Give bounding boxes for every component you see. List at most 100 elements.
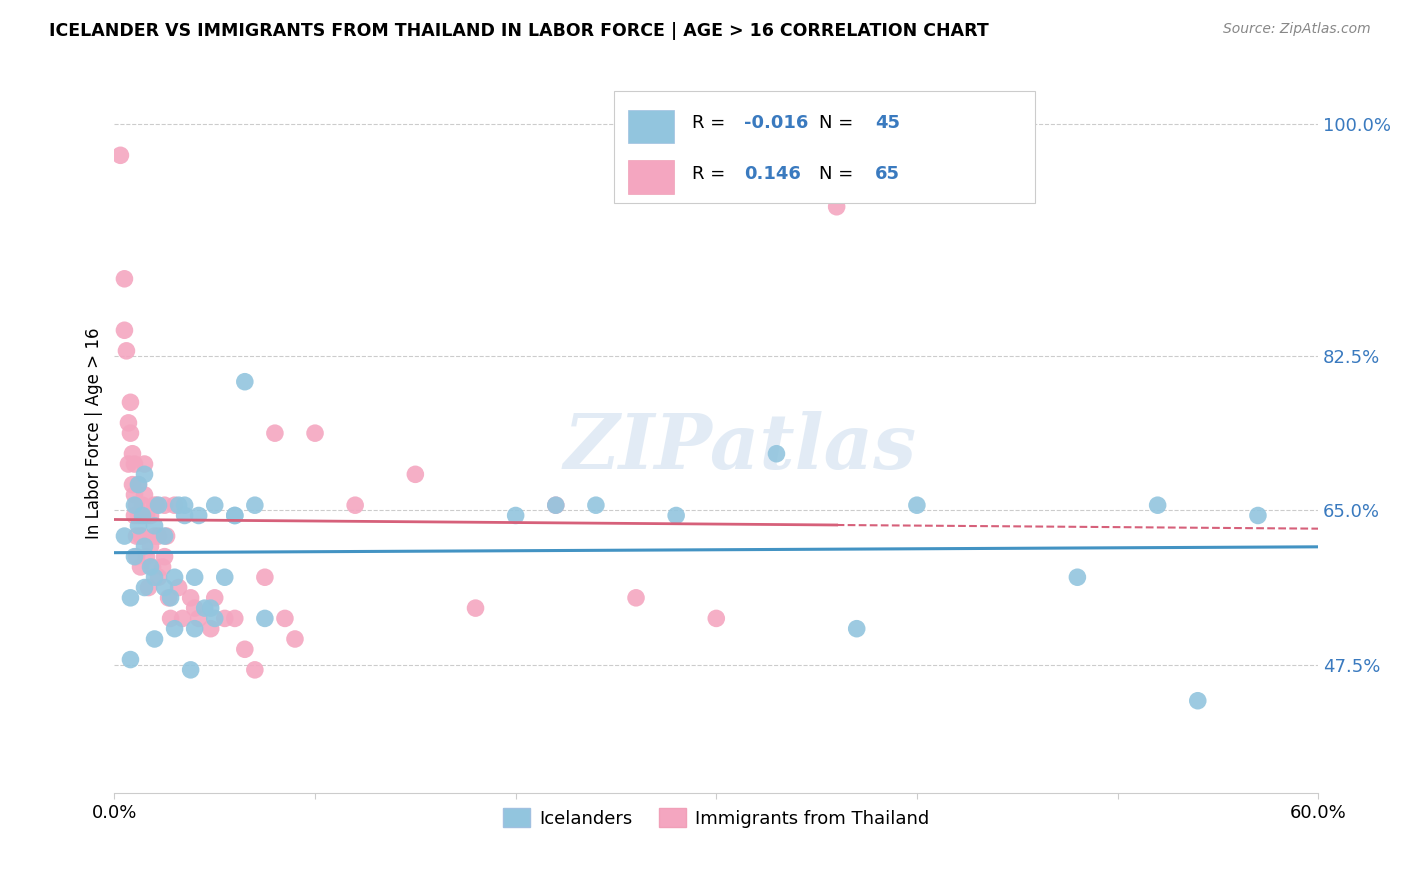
Point (163, 498, 186, 512)
Point (131, 529, 153, 543)
Point (204, 591, 226, 605)
FancyBboxPatch shape (614, 91, 1035, 202)
Point (117, 457, 139, 471)
Point (264, 426, 287, 441)
Text: Source: ZipAtlas.com: Source: ZipAtlas.com (1223, 22, 1371, 37)
Point (124, 508, 146, 523)
Point (167, 498, 190, 512)
Point (114, 272, 136, 286)
Point (124, 457, 146, 471)
Point (124, 488, 146, 502)
Point (131, 498, 153, 512)
Text: 65: 65 (875, 165, 900, 183)
Point (125, 549, 148, 564)
Point (200, 601, 222, 615)
Point (135, 549, 157, 564)
Text: N =: N = (818, 114, 859, 132)
Point (139, 560, 162, 574)
Point (187, 611, 209, 625)
Point (544, 498, 567, 512)
Point (131, 508, 153, 523)
Point (233, 642, 256, 657)
Point (127, 477, 149, 491)
Point (194, 601, 217, 615)
Point (544, 498, 567, 512)
Point (243, 498, 266, 512)
FancyBboxPatch shape (628, 160, 673, 194)
Point (153, 549, 176, 564)
Point (120, 395, 142, 409)
Point (233, 375, 256, 389)
Point (163, 622, 186, 636)
Point (152, 560, 174, 574)
Point (134, 488, 156, 502)
Text: 45: 45 (875, 114, 900, 132)
Point (114, 323, 136, 337)
Point (624, 591, 647, 605)
Point (143, 632, 166, 646)
Point (153, 529, 176, 543)
Point (138, 581, 160, 595)
Point (243, 663, 266, 677)
Point (183, 570, 205, 584)
Point (214, 611, 236, 625)
Point (120, 652, 142, 666)
Point (159, 611, 181, 625)
Point (183, 622, 205, 636)
Point (284, 632, 307, 646)
Point (127, 477, 149, 491)
Point (121, 447, 143, 461)
Point (253, 570, 276, 584)
Point (159, 591, 181, 605)
Point (124, 549, 146, 564)
Point (125, 498, 148, 512)
Point (183, 601, 205, 615)
Point (143, 498, 166, 512)
Point (129, 560, 152, 574)
Point (110, 148, 132, 162)
Point (143, 570, 166, 584)
Point (505, 508, 527, 523)
Point (143, 518, 166, 533)
Point (121, 477, 143, 491)
Point (148, 498, 170, 512)
Point (173, 508, 195, 523)
Point (167, 581, 190, 595)
Point (224, 508, 246, 523)
Point (148, 529, 170, 543)
Point (200, 622, 222, 636)
Point (127, 518, 149, 533)
Point (304, 426, 326, 441)
Point (224, 611, 246, 625)
Text: -0.016: -0.016 (744, 114, 808, 132)
Point (153, 581, 176, 595)
Point (124, 498, 146, 512)
Point (1187, 694, 1209, 708)
Point (148, 570, 170, 584)
Point (224, 508, 246, 523)
Text: N =: N = (818, 165, 859, 183)
Point (344, 498, 367, 512)
Point (845, 622, 868, 636)
Point (585, 498, 607, 512)
Y-axis label: In Labor Force | Age > 16: In Labor Force | Age > 16 (86, 327, 103, 539)
Point (114, 529, 136, 543)
Point (129, 529, 152, 543)
Point (134, 457, 156, 471)
Point (153, 498, 176, 512)
Point (173, 498, 195, 512)
Point (765, 447, 787, 461)
Point (127, 508, 149, 523)
Point (204, 498, 226, 512)
Point (404, 467, 426, 482)
Point (135, 508, 157, 523)
Point (120, 591, 142, 605)
Point (1066, 570, 1088, 584)
Point (134, 581, 156, 595)
Point (155, 529, 177, 543)
Point (145, 498, 167, 512)
FancyBboxPatch shape (628, 110, 673, 144)
Text: R =: R = (692, 165, 731, 183)
Point (125, 529, 148, 543)
Point (139, 540, 162, 554)
